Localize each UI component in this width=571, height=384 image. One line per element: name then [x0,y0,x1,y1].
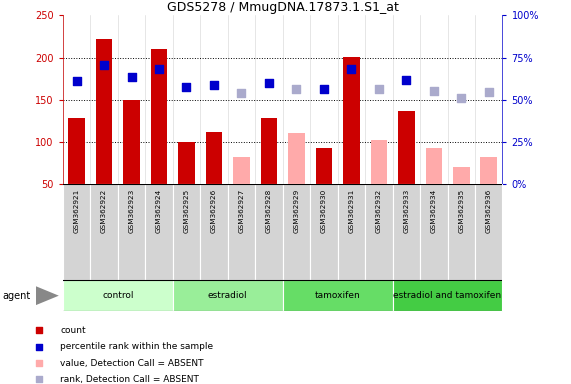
Bar [393,184,420,280]
Text: estradiol: estradiol [208,291,247,300]
Bar [69,118,85,184]
Text: percentile rank within the sample: percentile rank within the sample [61,342,214,351]
Bar [398,111,415,184]
Text: tamoxifen: tamoxifen [315,291,360,300]
Bar [123,100,140,184]
Bar [343,57,360,184]
Bar [288,133,305,184]
Text: GSM362923: GSM362923 [128,189,135,233]
Bar [481,157,497,184]
Point [347,66,356,73]
Point [457,95,466,101]
Bar [393,280,502,311]
Text: GSM362933: GSM362933 [403,189,409,233]
Text: GSM362934: GSM362934 [431,189,437,233]
Point [484,89,493,95]
Bar [425,148,442,184]
Bar [63,184,90,280]
Bar [233,157,250,184]
Point [210,83,219,89]
Text: GSM362921: GSM362921 [74,189,79,233]
Title: GDS5278 / MmugDNA.17873.1.S1_at: GDS5278 / MmugDNA.17873.1.S1_at [167,1,399,14]
Bar [173,280,283,311]
Bar [200,184,228,280]
Point [237,90,246,96]
Bar [371,141,387,184]
Bar [261,118,277,184]
Point [72,78,81,84]
Text: GSM362931: GSM362931 [348,189,355,233]
Point [319,86,328,92]
Text: GSM362930: GSM362930 [321,189,327,233]
Point [264,80,274,86]
Text: GSM362932: GSM362932 [376,189,382,233]
Bar [337,184,365,280]
Text: GSM362924: GSM362924 [156,189,162,233]
Bar [96,39,112,184]
Point [402,76,411,83]
Bar [173,184,200,280]
Text: control: control [102,291,134,300]
Bar [151,49,167,184]
Text: rank, Detection Call = ABSENT: rank, Detection Call = ABSENT [61,375,199,384]
Bar [63,280,173,311]
Bar [453,167,469,184]
Point [292,86,301,92]
Bar [145,184,173,280]
Text: value, Detection Call = ABSENT: value, Detection Call = ABSENT [61,359,204,367]
Text: agent: agent [3,291,31,301]
Point [182,84,191,90]
Text: GSM362928: GSM362928 [266,189,272,233]
Bar [90,184,118,280]
Text: GSM362925: GSM362925 [183,189,190,233]
Point [154,66,163,72]
Bar [255,184,283,280]
Point [99,62,108,68]
Bar [228,184,255,280]
Text: GSM362935: GSM362935 [459,189,464,233]
Point [429,88,439,94]
Point [127,74,136,80]
Bar [118,184,145,280]
Bar [475,184,502,280]
Point [386,307,395,313]
Text: GSM362926: GSM362926 [211,189,217,233]
Text: GSM362927: GSM362927 [239,189,244,233]
Bar [310,184,337,280]
Polygon shape [36,286,59,305]
Bar [283,184,310,280]
Point [386,10,395,16]
Text: estradiol and tamoxifen: estradiol and tamoxifen [393,291,501,300]
Text: GSM362936: GSM362936 [486,189,492,233]
Bar [316,148,332,184]
Text: GSM362929: GSM362929 [293,189,299,233]
Text: GSM362922: GSM362922 [101,189,107,233]
Bar [178,142,195,184]
Bar [283,280,393,311]
Bar [448,184,475,280]
Point [386,158,395,164]
Text: count: count [61,326,86,335]
Bar [206,132,222,184]
Point [374,86,383,92]
Bar [365,184,393,280]
Bar [420,184,448,280]
